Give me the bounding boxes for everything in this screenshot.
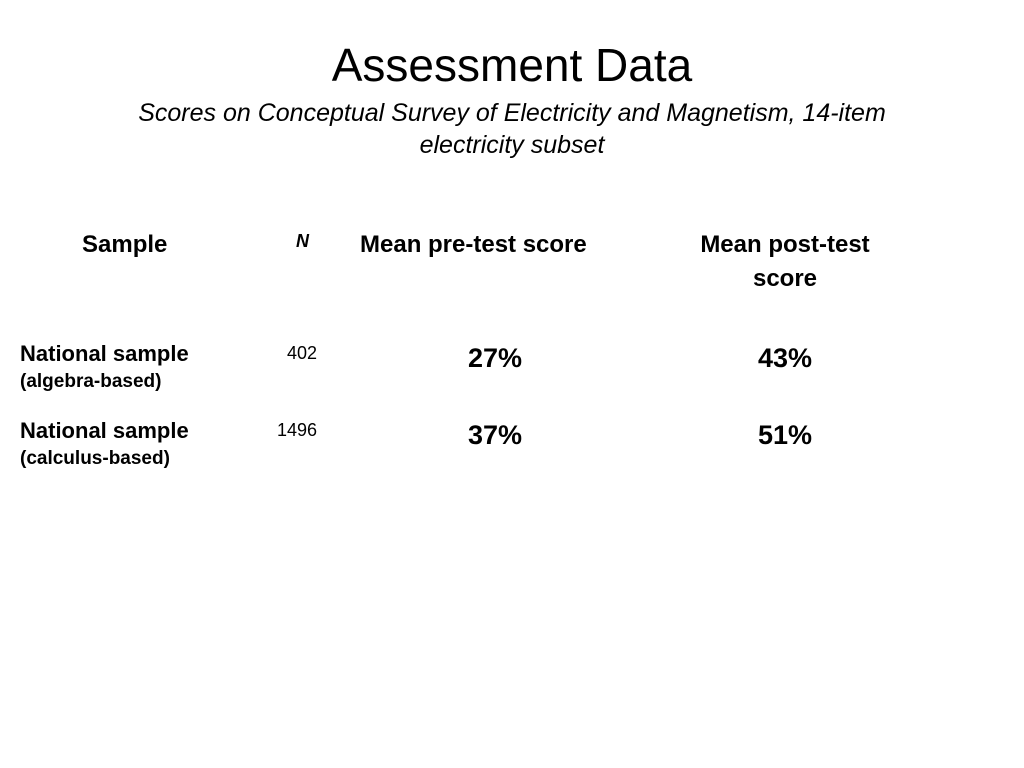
- sample-size: 1496: [276, 420, 317, 440]
- sample-label: National sample (algebra-based): [20, 340, 189, 396]
- sample-name: National sample: [20, 341, 189, 366]
- sample-size: 402: [286, 343, 317, 363]
- sample-name: National sample: [20, 418, 189, 443]
- header-post-line-1: Mean post-test: [700, 231, 870, 258]
- header-n: N: [296, 231, 309, 251]
- header-post-test: Mean post-test score: [660, 228, 910, 296]
- subtitle-line-1: Scores on Conceptual Survey of Electrici…: [138, 99, 886, 127]
- sample-course-type: (calculus-based): [20, 448, 170, 469]
- post-test-score: 43%: [757, 343, 813, 373]
- pre-test-score: 37%: [467, 420, 523, 450]
- sample-course-type: (algebra-based): [20, 371, 162, 392]
- header-sample: Sample: [82, 231, 168, 258]
- header-pre-test: Mean pre-test score: [360, 231, 587, 258]
- slide-title: Assessment Data: [331, 39, 693, 91]
- slide-subtitle: Scores on Conceptual Survey of Electrici…: [62, 97, 962, 161]
- header-post-line-2: score: [752, 265, 818, 292]
- sample-label: National sample (calculus-based): [20, 417, 189, 473]
- subtitle-line-2: electricity subset: [419, 131, 605, 159]
- post-test-score: 51%: [757, 420, 813, 450]
- pre-test-score: 27%: [467, 343, 523, 373]
